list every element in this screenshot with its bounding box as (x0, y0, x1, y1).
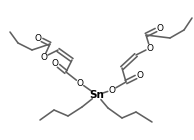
Text: O: O (157, 24, 164, 32)
Text: O: O (146, 44, 153, 52)
Text: O: O (108, 86, 115, 94)
Text: Sn: Sn (90, 90, 104, 100)
Text: O: O (76, 79, 83, 88)
Text: O: O (41, 52, 48, 61)
Text: O: O (51, 59, 59, 67)
Text: O: O (137, 71, 144, 80)
Text: O: O (35, 33, 42, 43)
